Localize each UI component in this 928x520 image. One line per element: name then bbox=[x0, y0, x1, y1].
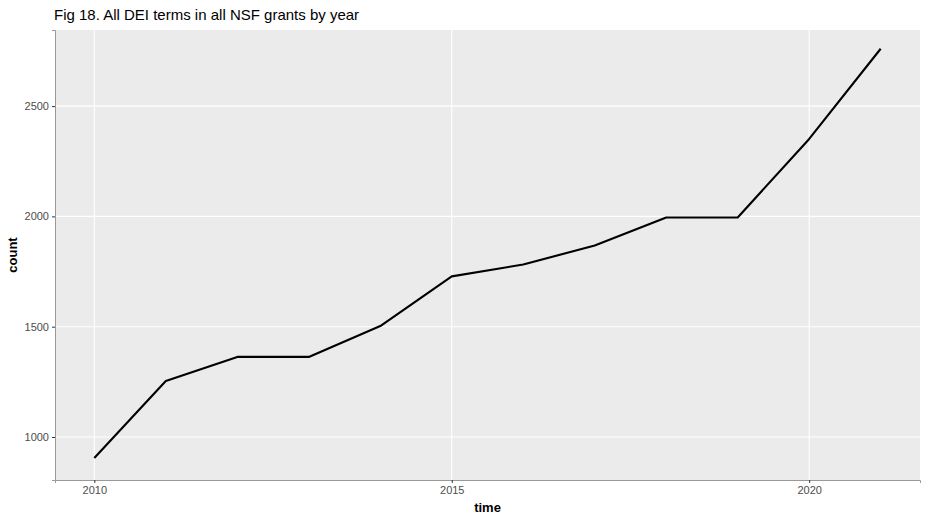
axis-line bbox=[52, 31, 56, 481]
chart: 2010 2015 2020 1000 1500 2000 2500 Fig 18. All … bbox=[0, 0, 928, 520]
tick: 2020 bbox=[797, 480, 821, 496]
grid-line-x bbox=[94, 30, 95, 480]
tick: 2015 bbox=[440, 480, 464, 496]
x-axis-title: time bbox=[474, 500, 501, 515]
grid bbox=[55, 30, 920, 480]
tick-label: 1500 bbox=[25, 321, 49, 333]
x-axis: 2010 2015 2020 bbox=[56, 480, 921, 496]
tick-label: 2000 bbox=[25, 210, 49, 222]
tick: 2500 bbox=[25, 100, 55, 112]
title: Fig 18. All DEI terms in all NSF grants … bbox=[54, 6, 359, 23]
y-axis: 1000 1500 2000 2500 bbox=[25, 31, 56, 481]
data-line bbox=[94, 49, 880, 458]
grid-line-y bbox=[55, 326, 920, 327]
tick-mark bbox=[52, 327, 55, 328]
tick: 1500 bbox=[25, 321, 55, 333]
grid-line-x bbox=[809, 30, 810, 480]
grid-line-y bbox=[55, 106, 920, 107]
y-axis-title: count bbox=[5, 237, 20, 273]
tick-label: 2015 bbox=[440, 484, 464, 496]
tick: 2010 bbox=[83, 480, 107, 496]
tick-mark bbox=[809, 480, 810, 483]
tick-label: 2020 bbox=[797, 484, 821, 496]
tick-label: 1000 bbox=[25, 431, 49, 443]
grid-line-y bbox=[55, 216, 920, 217]
grid-line-x bbox=[451, 30, 452, 480]
axis-line bbox=[56, 481, 921, 484]
tick-label: 2500 bbox=[25, 100, 49, 112]
tick-mark bbox=[52, 216, 55, 217]
grid-line-y bbox=[55, 436, 920, 437]
tick-mark bbox=[94, 480, 95, 483]
marks bbox=[94, 49, 880, 458]
plot-background bbox=[55, 30, 920, 480]
plot: 2010 2015 2020 1000 1500 2000 2500 bbox=[25, 30, 921, 496]
tick-mark bbox=[52, 106, 55, 107]
tick: 2000 bbox=[25, 210, 55, 222]
tick: 1000 bbox=[25, 431, 55, 443]
tick-mark bbox=[452, 480, 453, 483]
tick-label: 2010 bbox=[83, 484, 107, 496]
tick-mark bbox=[52, 437, 55, 438]
